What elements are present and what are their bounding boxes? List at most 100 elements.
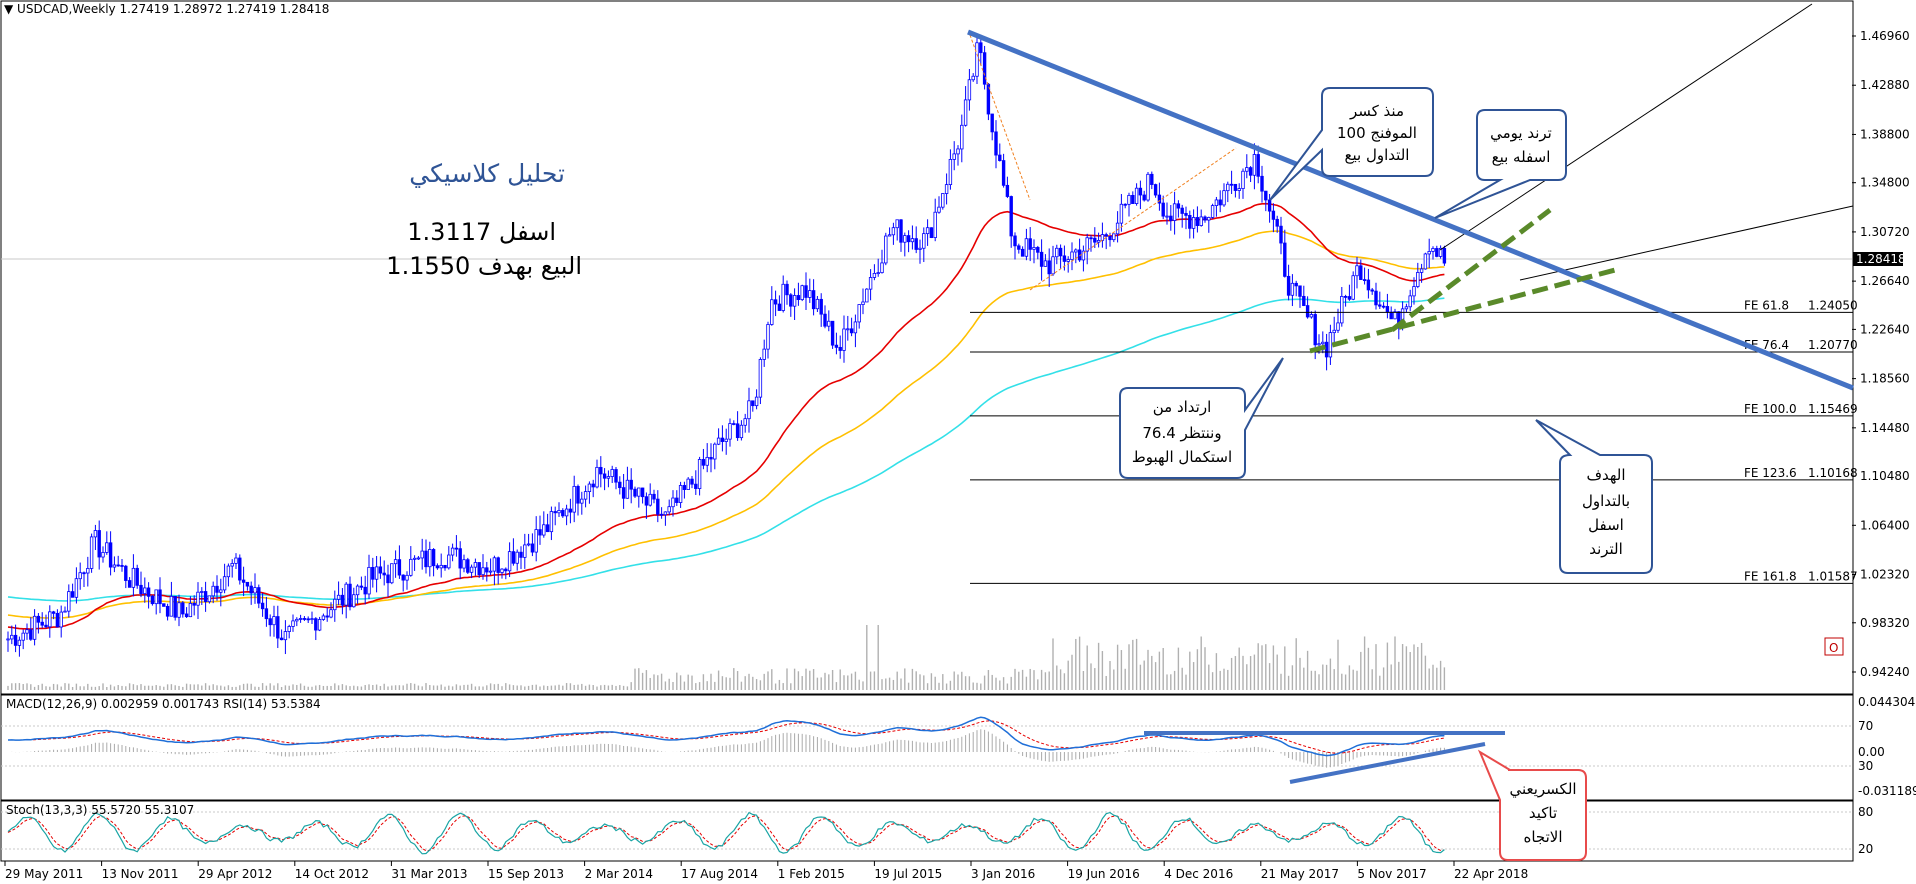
time-tick-label: 22 Apr 2018 <box>1454 867 1528 881</box>
object-marker-box[interactable] <box>1824 637 1844 656</box>
fib-level-label: FE 123.6 <box>1744 466 1797 480</box>
down-trendline <box>967 29 1854 391</box>
candle-body <box>944 184 949 194</box>
candle-body <box>1199 216 1203 226</box>
candle-body <box>393 559 398 565</box>
candle-body <box>143 587 147 595</box>
candle-body <box>671 497 675 508</box>
candle-body <box>302 618 307 620</box>
candle-body <box>340 594 345 606</box>
candle-body <box>181 602 185 615</box>
candle-body <box>74 578 79 598</box>
candle-body <box>910 238 915 243</box>
candle-body <box>534 529 538 553</box>
candle-body <box>310 618 314 621</box>
candle-body <box>13 634 18 646</box>
candle-body <box>887 234 892 237</box>
candle-body <box>306 618 310 621</box>
candle-body <box>458 548 462 569</box>
candle-body <box>553 511 557 514</box>
candle-body <box>333 598 337 611</box>
macd-axis-30: 30 <box>1858 759 1873 773</box>
candle-body <box>1184 213 1188 216</box>
candle-body <box>1286 275 1291 296</box>
candle-body <box>466 559 470 573</box>
candle-body <box>6 638 10 641</box>
candle-body <box>424 550 428 568</box>
candle-body <box>781 283 785 311</box>
candle-body <box>1100 234 1105 241</box>
candle-body <box>352 594 356 608</box>
candle-body <box>1393 311 1397 320</box>
candle-body <box>63 610 67 613</box>
candle-body <box>591 483 595 488</box>
candle-body <box>1210 205 1215 218</box>
candle-body <box>409 558 413 576</box>
candle-body <box>1419 268 1424 273</box>
candle-body <box>276 616 280 639</box>
candle-body <box>291 620 295 627</box>
candle-body <box>811 290 816 310</box>
candle-body <box>561 510 565 517</box>
candle-body <box>724 438 728 442</box>
candle-body <box>131 567 136 588</box>
candle-body <box>1051 256 1055 275</box>
chart-header-label: ▼ USDCAD,Weekly 1.27419 1.28972 1.27419 … <box>4 2 329 16</box>
candle-body <box>1412 286 1416 297</box>
candle-body <box>515 551 519 564</box>
current-price-value: 1.28418 <box>1856 252 1906 266</box>
price-tick-label: 1.38800 <box>1860 127 1910 141</box>
candle-body <box>1089 237 1093 240</box>
candle-body <box>675 497 679 503</box>
candle-body <box>1058 247 1063 257</box>
candle-body <box>173 595 177 618</box>
candle-body <box>283 631 288 641</box>
candle-body <box>412 557 417 560</box>
candle-body <box>618 481 622 489</box>
candle-body <box>1290 282 1295 296</box>
svg-text:الكسريعني: الكسريعني <box>1509 780 1576 799</box>
candle-body <box>1340 296 1344 324</box>
candle-body <box>792 295 797 307</box>
candle-body <box>990 113 994 133</box>
candle-body <box>48 611 52 628</box>
fib-level-value: 1.24050 <box>1808 298 1858 312</box>
candle-body <box>1005 184 1010 197</box>
macd-axis-min: -0.031189 <box>1858 784 1916 798</box>
candle-body <box>933 211 937 239</box>
candle-body <box>530 543 535 553</box>
candle-body <box>595 466 599 488</box>
candle-body <box>25 629 29 634</box>
candle-body <box>382 572 386 576</box>
candle-body <box>222 576 227 591</box>
stoch-axis-80: 80 <box>1858 805 1873 819</box>
candle-body <box>1138 187 1143 196</box>
main-panel <box>0 0 1854 695</box>
candle-body <box>238 557 242 581</box>
candle-body <box>1013 235 1017 247</box>
fib-connector-1 <box>969 34 1031 201</box>
time-tick-label: 29 Apr 2012 <box>198 867 272 881</box>
svg-text:الموفنج 100: الموفنج 100 <box>1337 124 1417 142</box>
candle-body <box>1362 279 1367 281</box>
candle-body <box>918 247 922 250</box>
candle-body <box>1404 306 1409 310</box>
candle-body <box>1108 235 1112 241</box>
candle-body <box>644 496 649 506</box>
candle-body <box>975 42 979 77</box>
price-tick-label: 0.98320 <box>1860 616 1910 630</box>
candle-body <box>1366 279 1371 291</box>
candle-body <box>1123 203 1127 206</box>
candle-body <box>1131 194 1135 204</box>
candle-body <box>1275 218 1279 227</box>
candle-body <box>1055 247 1059 258</box>
candle-body <box>853 321 858 334</box>
candle-body <box>496 557 500 573</box>
candle-body <box>1374 290 1378 306</box>
candle-body <box>504 568 508 572</box>
callout-retracement: ارتداد من 76.4 وننتظر استكمال الهبوط <box>1119 357 1284 479</box>
candle-body <box>979 42 983 54</box>
candle-body <box>51 611 56 614</box>
candle-body <box>127 580 132 588</box>
candle-body <box>108 542 113 568</box>
